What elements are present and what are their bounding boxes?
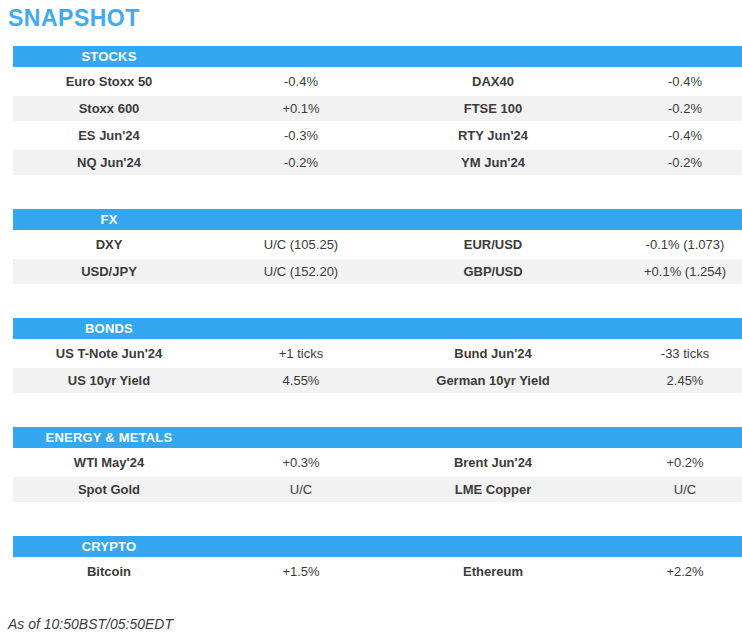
instrument-label: DXY	[13, 237, 205, 252]
instrument-label: EUR/USD	[397, 237, 589, 252]
instrument-value: -33 ticks	[589, 346, 742, 361]
instrument-label: Bitcoin	[13, 564, 205, 579]
section-header-bar: ENERGY & METALS	[13, 427, 742, 448]
market-section: ENERGY & METALS WTI May'24+0.3%Brent Jun…	[13, 427, 742, 502]
snapshot-table: STOCKS Euro Stoxx 50-0.4%DAX40-0.4%Stoxx…	[13, 46, 742, 584]
instrument-value: +2.2%	[589, 564, 742, 579]
instrument-value: +1 ticks	[205, 346, 397, 361]
section-header-bar: STOCKS	[13, 46, 742, 67]
instrument-label: US T-Note Jun'24	[13, 346, 205, 361]
section-header-label: STOCKS	[13, 49, 205, 64]
instrument-value: -0.2%	[205, 155, 397, 170]
instrument-value: U/C (105.25)	[205, 237, 397, 252]
section-header-label: BONDS	[13, 321, 205, 336]
instrument-label: Bund Jun'24	[397, 346, 589, 361]
section-header-bar: FX	[13, 209, 742, 230]
instrument-value: -0.1% (1.073)	[589, 237, 742, 252]
instrument-label: LME Copper	[397, 482, 589, 497]
table-row: WTI May'24+0.3%Brent Jun'24+0.2%	[13, 448, 742, 475]
instrument-value: -0.2%	[589, 155, 742, 170]
instrument-label: Euro Stoxx 50	[13, 74, 205, 89]
instrument-value: -0.4%	[589, 128, 742, 143]
section-header-bar: BONDS	[13, 318, 742, 339]
table-row: USD/JPYU/C (152.20)GBP/USD+0.1% (1.254)	[13, 257, 742, 284]
instrument-label: ES Jun'24	[13, 128, 205, 143]
instrument-label: FTSE 100	[397, 101, 589, 116]
market-section: STOCKS Euro Stoxx 50-0.4%DAX40-0.4%Stoxx…	[13, 46, 742, 175]
table-row: Bitcoin+1.5%Ethereum+2.2%	[13, 557, 742, 584]
instrument-value: +0.2%	[589, 455, 742, 470]
instrument-label: Stoxx 600	[13, 101, 205, 116]
instrument-label: German 10yr Yield	[397, 373, 589, 388]
instrument-value: -0.2%	[589, 101, 742, 116]
table-row: DXYU/C (105.25)EUR/USD-0.1% (1.073)	[13, 230, 742, 257]
table-row: ES Jun'24-0.3%RTY Jun'24-0.4%	[13, 121, 742, 148]
instrument-label: US 10yr Yield	[13, 373, 205, 388]
footer-timestamp: As of 10:50BST/05:50EDT	[8, 616, 742, 632]
section-rows: WTI May'24+0.3%Brent Jun'24+0.2%Spot Gol…	[13, 448, 742, 502]
instrument-value: -0.4%	[589, 74, 742, 89]
table-row: Euro Stoxx 50-0.4%DAX40-0.4%	[13, 67, 742, 94]
instrument-label: GBP/USD	[397, 264, 589, 279]
instrument-label: NQ Jun'24	[13, 155, 205, 170]
table-row: NQ Jun'24-0.2%YM Jun'24-0.2%	[13, 148, 742, 175]
market-section: FX DXYU/C (105.25)EUR/USD-0.1% (1.073)US…	[13, 209, 742, 284]
instrument-label: DAX40	[397, 74, 589, 89]
instrument-value: U/C	[589, 482, 742, 497]
section-header-bar: CRYPTO	[13, 536, 742, 557]
instrument-value: U/C	[205, 482, 397, 497]
instrument-label: Spot Gold	[13, 482, 205, 497]
instrument-label: USD/JPY	[13, 264, 205, 279]
section-rows: Euro Stoxx 50-0.4%DAX40-0.4%Stoxx 600+0.…	[13, 67, 742, 175]
section-rows: US T-Note Jun'24+1 ticksBund Jun'24-33 t…	[13, 339, 742, 393]
instrument-label: RTY Jun'24	[397, 128, 589, 143]
instrument-value: 2.45%	[589, 373, 742, 388]
table-row: Spot GoldU/CLME CopperU/C	[13, 475, 742, 502]
table-row: Stoxx 600+0.1%FTSE 100-0.2%	[13, 94, 742, 121]
section-header-label: ENERGY & METALS	[13, 430, 205, 445]
instrument-value: -0.4%	[205, 74, 397, 89]
instrument-value: +0.1% (1.254)	[589, 264, 742, 279]
market-section: CRYPTO Bitcoin+1.5%Ethereum+2.2%	[13, 536, 742, 584]
section-header-label: FX	[13, 212, 205, 227]
instrument-value: +1.5%	[205, 564, 397, 579]
instrument-value: +0.1%	[205, 101, 397, 116]
instrument-label: Brent Jun'24	[397, 455, 589, 470]
snapshot-page: SNAPSHOT STOCKS Euro Stoxx 50-0.4%DAX40-…	[0, 0, 742, 634]
instrument-value: -0.3%	[205, 128, 397, 143]
page-title: SNAPSHOT	[8, 5, 742, 32]
instrument-value: U/C (152.20)	[205, 264, 397, 279]
instrument-label: YM Jun'24	[397, 155, 589, 170]
section-rows: Bitcoin+1.5%Ethereum+2.2%	[13, 557, 742, 584]
section-rows: DXYU/C (105.25)EUR/USD-0.1% (1.073)USD/J…	[13, 230, 742, 284]
market-section: BONDS US T-Note Jun'24+1 ticksBund Jun'2…	[13, 318, 742, 393]
instrument-value: 4.55%	[205, 373, 397, 388]
section-header-label: CRYPTO	[13, 539, 205, 554]
instrument-value: +0.3%	[205, 455, 397, 470]
table-row: US 10yr Yield4.55%German 10yr Yield2.45%	[13, 366, 742, 393]
instrument-label: WTI May'24	[13, 455, 205, 470]
table-row: US T-Note Jun'24+1 ticksBund Jun'24-33 t…	[13, 339, 742, 366]
instrument-label: Ethereum	[397, 564, 589, 579]
